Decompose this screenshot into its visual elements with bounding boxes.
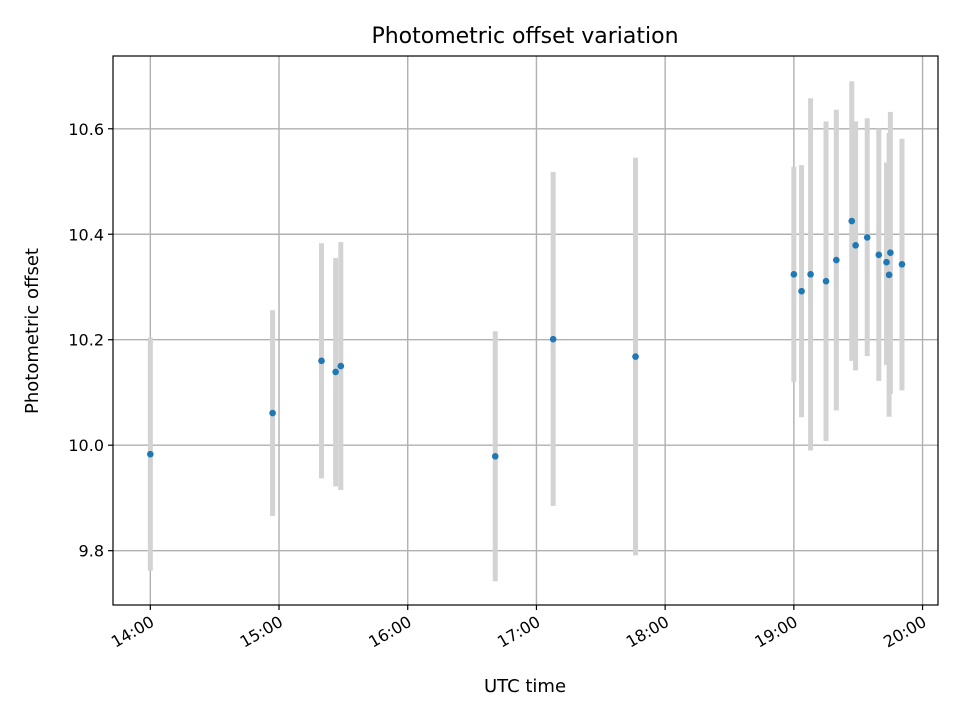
data-point <box>491 452 499 460</box>
data-point <box>887 249 894 257</box>
x-axis-label: UTC time <box>484 676 566 697</box>
data-point <box>318 357 325 365</box>
data-point <box>147 450 154 458</box>
data-point <box>848 217 856 225</box>
data-point <box>798 287 805 295</box>
y-tick-label: 10.0 <box>68 436 104 455</box>
plot-frame <box>112 55 939 606</box>
y-tick-label: 10.2 <box>68 331 104 350</box>
data-point <box>337 362 345 370</box>
data-point <box>863 234 871 241</box>
y-axis-label: Photometric offset <box>22 248 43 414</box>
data-point <box>269 409 276 417</box>
data-point <box>549 335 557 343</box>
data-point <box>883 258 890 266</box>
data-point <box>833 256 840 264</box>
y-tick-label: 10.6 <box>68 120 104 139</box>
y-tick-label: 10.4 <box>68 225 104 244</box>
data-point <box>875 251 883 259</box>
data-point <box>822 277 830 285</box>
data-point <box>898 261 906 268</box>
data-points <box>147 217 906 460</box>
data-point <box>632 353 639 360</box>
data-point <box>852 242 859 249</box>
chart-title: Photometric offset variation <box>371 24 678 49</box>
y-tick-label: 9.8 <box>79 542 104 561</box>
data-point <box>885 271 893 279</box>
data-point <box>790 271 798 278</box>
data-point <box>332 368 339 376</box>
data-point <box>807 271 814 278</box>
